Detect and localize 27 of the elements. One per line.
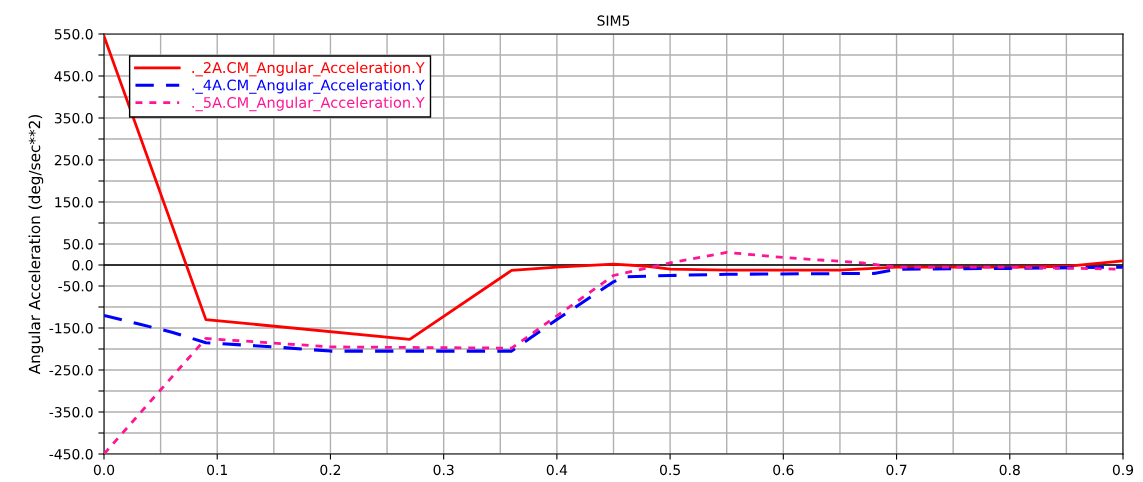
x-tick-label: 0.0 (93, 464, 115, 476)
y-tick-label: -350.0 (49, 406, 93, 418)
x-tick-label: 0.3 (433, 464, 454, 476)
x-tick-label: 0.6 (773, 464, 794, 476)
y-tick-label: 150.0 (55, 196, 93, 208)
y-tick-label: 50.0 (63, 238, 93, 250)
x-tick-label: 0.1 (207, 464, 227, 476)
chart-title: SIM5 (597, 15, 630, 26)
y-axis-title: Angular Acceleration (deg/sec**2) (28, 114, 44, 375)
legend-label: ._4A.CM_Angular_Acceleration.Y (192, 79, 425, 94)
y-tick-label: 550.0 (54, 28, 93, 40)
legend-label: ._5A.CM_Angular_Acceleration.Y (192, 96, 425, 112)
y-tick-label: 250.0 (54, 154, 93, 166)
y-tick-label: -50.0 (58, 280, 93, 292)
y-tick-label: 0.0 (72, 259, 93, 271)
y-tick-label: -150.0 (49, 322, 93, 334)
y-tick-label: -450.0 (49, 448, 93, 460)
x-tick-label: 0.8 (999, 464, 1020, 476)
x-tick-label: 0.9 (1112, 464, 1134, 476)
x-tick-label: 0.5 (659, 464, 680, 476)
x-tick-label: 0.2 (320, 464, 341, 476)
legend-label: ._2A.CM_Angular_Acceleration.Y (192, 61, 425, 77)
y-tick-label: -250.0 (49, 364, 93, 376)
x-tick-label: 0.7 (886, 464, 907, 476)
y-tick-label: 450.0 (54, 70, 93, 82)
x-tick-label: 0.4 (546, 464, 568, 476)
y-tick-label: 350.0 (54, 112, 93, 124)
